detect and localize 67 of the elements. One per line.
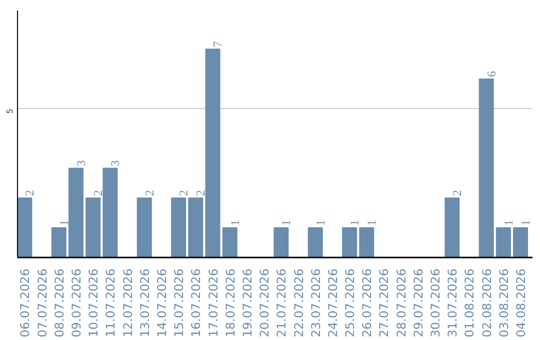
bar [342,227,358,258]
bar [51,227,66,258]
bar [513,227,528,258]
x-tick-label: 25.07.2026 [343,268,358,338]
x-tick-label: 01.08.2026 [462,268,477,338]
data-label: 2 [142,190,156,196]
bar [496,227,511,258]
x-tick-label: 17.07.2026 [206,268,220,338]
data-label: 1 [501,220,516,226]
x-tick-label: 14.07.2026 [154,268,169,338]
x-tick-label: 04.08.2026 [514,268,528,338]
x-tick-label: 15.07.2026 [172,268,186,338]
x-tick-label: 20.07.2026 [258,268,272,338]
x-tick-label: 03.08.2026 [496,268,511,338]
x-tick-label: 06.07.2026 [18,268,32,338]
bar [68,168,84,258]
data-label: 1 [364,220,379,226]
x-tick-label: 07.07.2026 [35,268,50,338]
bar [86,197,101,258]
x-tick-label: 12.07.2026 [120,268,135,338]
data-label: 1 [56,220,71,226]
bar [359,227,374,258]
x-tick-label: 27.07.2026 [377,268,392,338]
bar [308,227,323,258]
bar [478,78,494,258]
bar [222,227,238,258]
data-label: 2 [194,190,208,196]
x-tick-label: 10.07.2026 [86,268,101,338]
bar [188,197,204,258]
data-label: 1 [518,220,533,226]
x-tick-label: 11.07.2026 [104,268,118,338]
x-tick-label: 13.07.2026 [138,268,152,338]
x-tick-label: 31.07.2026 [446,268,460,338]
data-label: 7 [210,41,225,48]
data-label: 3 [74,160,88,166]
data-label: 3 [108,160,122,166]
x-tick-label: 08.07.2026 [52,268,66,338]
data-label: 1 [279,220,294,226]
bar [18,197,32,258]
bar [444,197,460,258]
x-tick-label: 02.08.2026 [480,268,494,338]
bar [102,168,118,258]
x-tick-label: 23.07.2026 [308,268,323,338]
bar [274,227,289,258]
data-label: 2 [91,190,106,196]
x-tick-label: 09.07.2026 [69,268,84,338]
data-label: 1 [348,220,362,226]
x-tick-label: 24.07.2026 [326,268,340,338]
x-tick-label: 21.07.2026 [274,268,289,338]
data-label: 6 [484,70,498,77]
x-tick-label: 29.07.2026 [411,268,426,338]
bar [171,197,186,258]
data-label: 2 [22,190,37,196]
bar [136,197,152,258]
x-tick-label: 16.07.2026 [189,268,204,338]
x-tick-label: 26.07.2026 [360,268,374,338]
data-label: 1 [228,220,242,226]
data-label: 2 [450,190,464,196]
x-tick-label: 18.07.2026 [223,268,238,338]
data-label: 2 [176,190,191,196]
x-tick-label: 22.07.2026 [292,268,306,338]
bar [205,48,220,258]
y-tick-label: 5 [6,108,14,114]
x-tick-label: 19.07.2026 [240,268,254,338]
x-tick-label: 28.07.2026 [394,268,408,338]
data-label: 1 [313,220,328,226]
x-tick-label: 30.07.2026 [428,268,443,338]
